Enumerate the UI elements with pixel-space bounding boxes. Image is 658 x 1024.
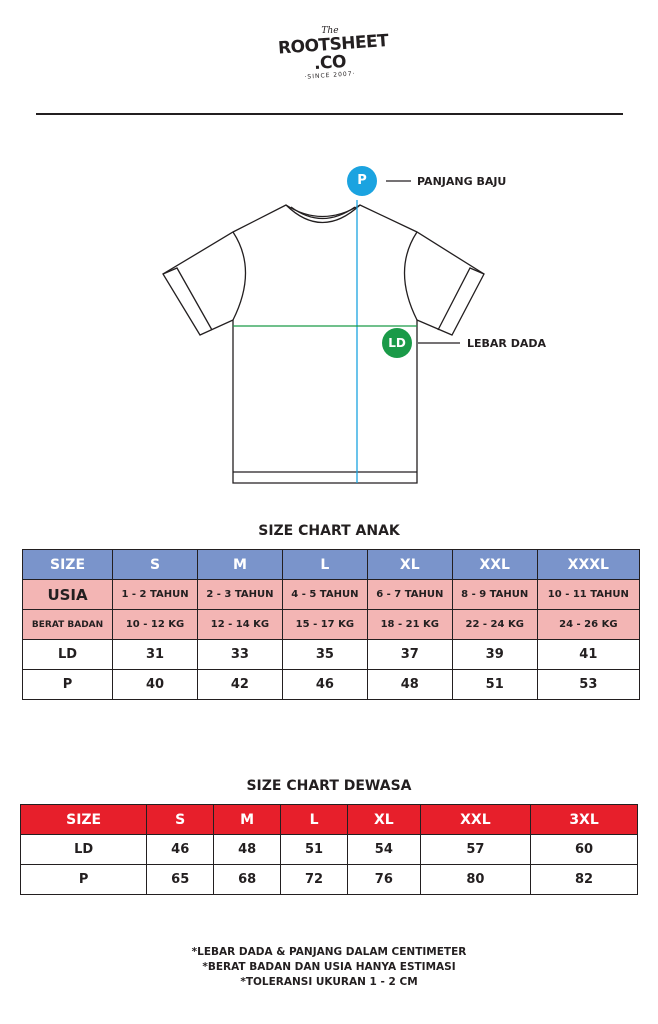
table-cell: 2 - 3 TAHUN <box>196 579 283 610</box>
divider <box>36 113 623 115</box>
dewasa-title: SIZE CHART DEWASA <box>246 778 412 794</box>
table-cell: 39 <box>451 639 538 670</box>
table-cell: L <box>280 804 349 835</box>
table-row-p: P 65 68 72 76 80 82 <box>19 864 638 895</box>
table-cell: 33 <box>196 639 283 670</box>
table-cell: 51 <box>280 834 349 865</box>
table-cell: 31 <box>112 639 198 670</box>
p-badge <box>347 166 377 196</box>
note: *BERAT BADAN DAN USIA HANYA ESTIMASI <box>202 961 456 973</box>
table-cell: 80 <box>419 864 532 895</box>
table-cell: 76 <box>347 864 421 895</box>
p-label: PANJANG BAJU <box>417 175 507 188</box>
ld-badge <box>382 328 412 358</box>
row-header: BERAT BADAN <box>21 609 114 640</box>
table-cell: 6 - 7 TAHUN <box>366 579 453 610</box>
table-cell: 82 <box>530 864 638 895</box>
table-cell: 3XL <box>530 804 638 835</box>
table-cell: 15 - 17 KG <box>281 609 368 640</box>
table-row-ld: LD 46 48 51 54 57 60 <box>19 834 638 865</box>
table-cell: 4 - 5 TAHUN <box>281 579 368 610</box>
notes: *LEBAR DADA & PANJANG DALAM CENTIMETER *… <box>0 945 658 990</box>
table-cell: XXL <box>419 804 532 835</box>
table-cell: XXXL <box>536 549 641 580</box>
p-badge-text: P <box>357 173 367 188</box>
row-header: P <box>19 864 148 895</box>
table-cell: 46 <box>281 669 368 700</box>
table-cell: 10 - 11 TAHUN <box>536 579 641 610</box>
row-header: USIA <box>21 579 114 610</box>
size-chart-anak: SIZE S M L XL XXL XXXL USIA 1 - 2 TAHUN 2 - 3 TAH… <box>21 549 641 700</box>
table-cell: S <box>146 804 215 835</box>
table-cell: M <box>196 549 283 580</box>
table-cell: M <box>213 804 282 835</box>
row-header: SIZE <box>19 804 148 835</box>
table-row-usia: USIA 1 - 2 TAHUN 2 - 3 TAHUN 4 - 5 TAHUN 6 -… <box>21 579 641 610</box>
row-header: LD <box>21 639 114 670</box>
note: *LEBAR DADA & PANJANG DALAM CENTIMETER <box>191 946 467 958</box>
table-cell: 1 - 2 TAHUN <box>112 579 198 610</box>
tshirt-diagram <box>162 166 485 484</box>
table-cell: XXL <box>451 549 538 580</box>
table-cell: 35 <box>281 639 368 670</box>
ld-label: LEBAR DADA <box>467 337 547 350</box>
row-header: SIZE <box>21 549 114 580</box>
table-cell: 46 <box>146 834 215 865</box>
table-cell: 37 <box>366 639 453 670</box>
table-cell: 12 - 14 KG <box>196 609 283 640</box>
anak-title: SIZE CHART ANAK <box>258 523 400 539</box>
table-cell: 57 <box>419 834 532 865</box>
table-row-p: P 40 42 46 48 51 53 <box>21 669 641 700</box>
table-cell: 54 <box>347 834 421 865</box>
table-cell: 72 <box>280 864 349 895</box>
table-cell: 60 <box>530 834 638 865</box>
size-chart-dewasa: SIZE S M L XL XXL 3XL LD 46 48 51 54 57 60 P 65 68 72 76 80… <box>19 804 638 895</box>
row-header: P <box>21 669 114 700</box>
table-cell: 40 <box>112 669 198 700</box>
table-row-ld: LD 31 33 35 37 39 41 <box>21 639 641 670</box>
table-row-header: SIZE S M L XL XXL XXXL <box>21 549 641 580</box>
table-cell: 48 <box>366 669 453 700</box>
table-cell: 8 - 9 TAHUN <box>451 579 538 610</box>
table-cell: 18 - 21 KG <box>366 609 453 640</box>
table-cell: 48 <box>213 834 282 865</box>
ld-badge-text: LD <box>388 336 406 350</box>
table-cell: XL <box>366 549 453 580</box>
table-row-berat: BERAT BADAN 10 - 12 KG 12 - 14 KG 15 - 17 K… <box>21 609 641 640</box>
table-cell: 41 <box>536 639 641 670</box>
table-cell: 22 - 24 KG <box>451 609 538 640</box>
table-cell: 10 - 12 KG <box>112 609 198 640</box>
table-row-header: SIZE S M L XL XXL 3XL <box>19 804 638 835</box>
table-cell: 68 <box>213 864 282 895</box>
table-cell: 53 <box>536 669 641 700</box>
table-cell: 42 <box>196 669 283 700</box>
logo: The ROOTSHEET .CO ·SINCE 2007· <box>277 26 389 81</box>
note: *TOLERANSI UKURAN 1 - 2 CM <box>240 976 418 988</box>
table-cell: 65 <box>146 864 215 895</box>
table-cell: 24 - 26 KG <box>536 609 641 640</box>
table-cell: XL <box>347 804 421 835</box>
table-cell: 51 <box>451 669 538 700</box>
logo-the: The <box>321 26 339 36</box>
row-header: LD <box>19 834 148 865</box>
table-cell: S <box>112 549 198 580</box>
table-cell: L <box>281 549 368 580</box>
